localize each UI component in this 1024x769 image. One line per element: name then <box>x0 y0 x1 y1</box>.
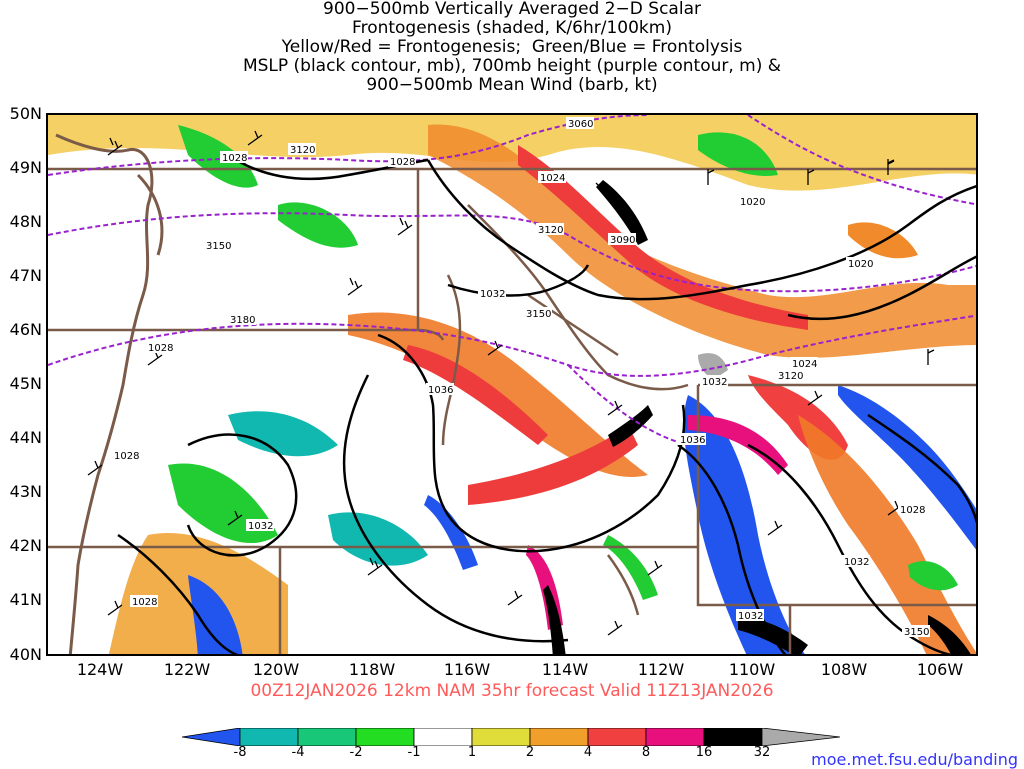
lat-label-41n: 41N <box>9 590 42 609</box>
height-label: 3150 <box>206 241 231 252</box>
lat-label-44n: 44N <box>9 428 42 447</box>
colorbar-swatch <box>297 728 357 746</box>
colorbar-label: 16 <box>695 745 713 760</box>
mslp-label: 1032 <box>738 611 763 622</box>
colorbar <box>182 728 841 746</box>
mslp-label: 1028 <box>132 597 157 608</box>
height-label: 3150 <box>526 309 551 320</box>
mslp-label: 1028 <box>148 343 173 354</box>
title-line-4: MSLP (black contour, mb), 700mb height (… <box>242 56 782 76</box>
colorbar-label: -4 <box>291 745 305 760</box>
lat-label-47n: 47N <box>9 266 42 285</box>
colorbar-swatch <box>239 728 299 746</box>
wind-barbs <box>87 130 935 636</box>
lon-label-122w: 122W <box>163 660 211 679</box>
forecast-valid-line: 00Z12JAN2026 12km NAM 35hr forecast Vali… <box>250 681 774 701</box>
mslp-label: 1032 <box>844 557 869 568</box>
mslp-contours <box>117 153 976 654</box>
mslp-label: 1028 <box>222 153 247 164</box>
mslp-label: 1024 <box>540 173 565 184</box>
colorbar-swatch <box>529 728 589 746</box>
colorbar-swatch <box>413 728 473 746</box>
height-label: 3090 <box>610 235 635 246</box>
colorbar-swatch <box>587 728 647 746</box>
title-line-3: Yellow/Red = Frontogenesis; Green/Blue =… <box>281 37 743 57</box>
mslp-label: 1028 <box>114 451 139 462</box>
mslp-label: 1032 <box>702 377 727 388</box>
map-title: 900−500mb Vertically Averaged 2−D Scalar… <box>0 0 1024 95</box>
colorbar-label: 8 <box>641 745 651 760</box>
colorbar-label: -2 <box>349 745 363 760</box>
title-line-2: Frontogenesis (shaded, K/6hr/100km) <box>352 18 672 38</box>
lat-label-49n: 49N <box>9 158 42 177</box>
lon-label-110w: 110W <box>728 660 776 679</box>
lon-label-120w: 120W <box>252 660 300 679</box>
colorbar-swatch <box>703 728 763 746</box>
lat-label-42n: 42N <box>9 536 42 555</box>
mslp-label: 1028 <box>900 505 925 516</box>
height-label: 3120 <box>538 225 563 236</box>
map-panel: 1028 1028 1024 1020 1020 1032 1028 1024 … <box>46 113 978 656</box>
lat-label-43n: 43N <box>9 482 42 501</box>
coastline <box>55 133 164 654</box>
lon-label-118w: 118W <box>348 660 396 679</box>
lon-label-124w: 124W <box>76 660 124 679</box>
lat-label-46n: 46N <box>9 320 42 339</box>
title-line-5: 900−500mb Mean Wind (barb, kt) <box>366 75 658 95</box>
height-label-group: 3120 3060 3150 3120 3090 3180 3150 3120 … <box>204 117 930 638</box>
colorbar-swatch <box>645 728 705 746</box>
mslp-label-group: 1028 1028 1024 1020 1020 1032 1028 1024 … <box>112 151 926 622</box>
title-line-1: 900−500mb Vertically Averaged 2−D Scalar <box>323 0 701 19</box>
mslp-label: 1036 <box>680 435 705 446</box>
lon-label-112w: 112W <box>637 660 685 679</box>
height-label: 3120 <box>778 371 803 382</box>
lon-label-116w: 116W <box>443 660 491 679</box>
colorbar-arrow-left <box>182 728 241 746</box>
colorbar-label: 32 <box>753 745 771 760</box>
lat-label-45n: 45N <box>9 374 42 393</box>
colorbar-label: 2 <box>525 745 535 760</box>
colorbar-label: 4 <box>583 745 593 760</box>
mslp-label: 1032 <box>480 289 505 300</box>
credit-link[interactable]: moe.met.fsu.edu/banding <box>811 750 1018 769</box>
height-label: 3180 <box>230 315 255 326</box>
colorbar-label: -8 <box>233 745 247 760</box>
colorbar-swatch <box>355 728 415 746</box>
state-borders <box>48 167 976 654</box>
height-label: 3060 <box>568 119 593 130</box>
lat-label-48n: 48N <box>9 212 42 231</box>
height-label: 3150 <box>904 627 929 638</box>
map-canvas: 1028 1028 1024 1020 1020 1032 1028 1024 … <box>48 115 976 654</box>
height-label: 3120 <box>290 145 315 156</box>
lon-label-114w: 114W <box>541 660 589 679</box>
mslp-label: 1020 <box>848 259 873 270</box>
lat-label-40n: 40N <box>9 645 42 664</box>
mslp-label: 1028 <box>390 157 415 168</box>
mslp-label: 1032 <box>248 521 273 532</box>
mslp-label: 1024 <box>792 359 817 370</box>
mslp-label: 1036 <box>428 385 453 396</box>
colorbar-label: -1 <box>407 745 421 760</box>
mslp-label: 1020 <box>740 197 765 208</box>
lon-label-108w: 108W <box>820 660 868 679</box>
lon-label-106w: 106W <box>916 660 964 679</box>
lat-label-50n: 50N <box>9 104 42 123</box>
colorbar-swatch <box>471 728 531 746</box>
colorbar-arrow-right <box>761 728 841 746</box>
colorbar-label: 1 <box>467 745 477 760</box>
